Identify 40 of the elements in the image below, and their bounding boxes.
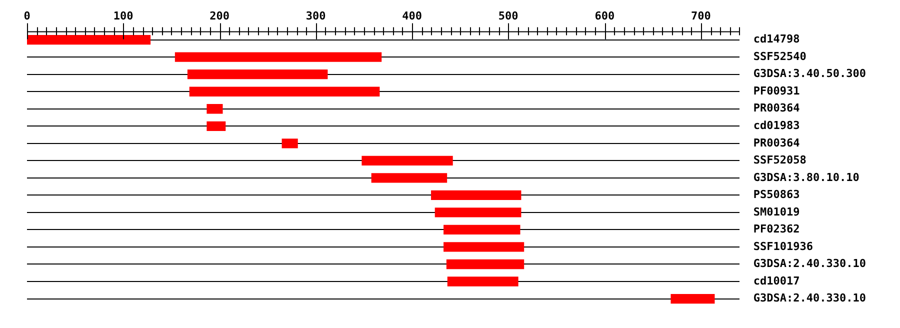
bar	[362, 156, 453, 166]
bar	[27, 35, 151, 45]
bar	[206, 104, 223, 114]
bar	[447, 276, 518, 286]
y-tick-label: PF02362	[753, 222, 800, 236]
y-tick-label: cd01983	[753, 119, 800, 132]
y-tick-label: SSF52540	[753, 50, 806, 63]
bar	[282, 138, 298, 148]
bar	[446, 259, 524, 270]
x-tick-label: 0	[24, 9, 30, 22]
bar	[206, 121, 226, 131]
x-tick-label: 500	[498, 9, 518, 22]
bar	[187, 70, 328, 80]
y-tick-label: cd14798	[753, 32, 800, 46]
bar	[444, 224, 520, 235]
y-tick-label: SM01019	[753, 205, 800, 218]
y-tick-label: PF00931	[753, 84, 800, 98]
y-tick-label: G3DSA:2.40.330.10	[753, 257, 866, 270]
y-tick-label: PR00364	[753, 136, 800, 150]
x-tick-label: 600	[594, 9, 615, 22]
bar	[189, 86, 380, 96]
y-tick-label: SSF101936	[753, 240, 814, 253]
y-tick-label: cd10017	[753, 274, 800, 288]
x-tick-label: 700	[690, 9, 711, 22]
bar	[444, 242, 524, 252]
y-tick-label: PS50863	[753, 188, 800, 202]
bar	[670, 294, 715, 304]
bar	[434, 208, 522, 218]
y-tick-label: G3DSA:3.40.50.300	[753, 67, 866, 80]
y-tick-label: G3DSA:3.80.10.10	[753, 170, 860, 184]
y-tick-label: G3DSA:2.40.330.10	[753, 292, 866, 305]
x-tick-label: 100	[113, 9, 134, 22]
bar	[174, 52, 382, 62]
bar	[371, 173, 448, 183]
x-tick-label: 200	[210, 9, 230, 22]
x-tick-label: 400	[402, 9, 422, 22]
x-tick-label: 300	[306, 9, 326, 22]
bar	[431, 190, 522, 200]
y-tick-label: PR00364	[753, 102, 800, 115]
y-tick-label: SSF52058	[753, 154, 806, 167]
